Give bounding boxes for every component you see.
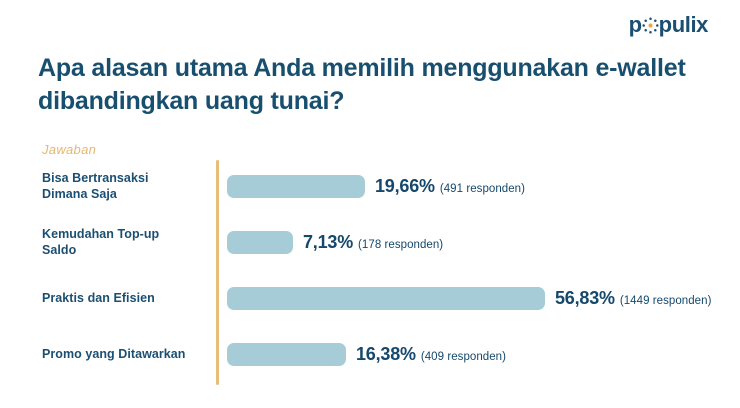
bar-row-label-line1: Promo yang Ditawarkan [42, 347, 186, 361]
bar-value-group: 16,38% (409 responden) [356, 344, 506, 365]
bar-row-label-line2: Saldo [42, 243, 77, 257]
bar-row-label: Praktis dan Efisien [42, 290, 210, 306]
bar-row: Bisa Bertransaksi Dimana Saja 19,66% (49… [0, 158, 740, 214]
bar-and-value: 7,13% (178 responden) [227, 230, 443, 254]
bar-value-group: 56,83% (1449 responden) [555, 288, 711, 309]
bar-percent-label: 19,66% [375, 175, 435, 196]
logo-text-left: p [628, 12, 642, 37]
bar-row: Praktis dan Efisien 56,83% (1449 respond… [0, 270, 740, 326]
bar-respondent-label: (491 responden) [439, 182, 526, 195]
populix-dot-ring-icon [642, 16, 659, 34]
bar-chart: Bisa Bertransaksi Dimana Saja 19,66% (49… [0, 158, 740, 386]
bar-fill [227, 230, 293, 254]
bar-fill [227, 342, 346, 366]
bar-row: Kemudahan Top-up Saldo 7,13% (178 respon… [0, 214, 740, 270]
page-title: Apa alasan utama Anda memilih menggunaka… [38, 54, 686, 115]
bar-row-label-line1: Praktis dan Efisien [42, 291, 155, 305]
bar-respondent-label: (1449 responden) [619, 294, 712, 307]
logo-text-right: pulix [658, 12, 709, 37]
bar-and-value: 19,66% (491 responden) [227, 174, 525, 198]
bar-percent-label: 56,83% [555, 287, 615, 308]
bar-and-value: 56,83% (1449 responden) [227, 286, 711, 310]
bar-fill [227, 174, 365, 198]
bar-row: Promo yang Ditawarkan 16,38% (409 respon… [0, 326, 740, 382]
bar-respondent-label: (178 responden) [358, 238, 444, 251]
bar-percent-label: 16,38% [356, 343, 416, 364]
chart-axis-line [216, 160, 219, 385]
bar-percent-label: 7,13% [303, 231, 354, 252]
bar-fill [227, 286, 545, 310]
bar-respondent-label: (409 responden) [420, 350, 507, 363]
populix-logo: p pulix [628, 12, 709, 37]
bar-row-label-line1: Kemudahan Top-up [42, 227, 160, 241]
bar-value-group: 7,13% (178 responden) [303, 232, 443, 253]
bar-value-group: 19,66% (491 responden) [375, 176, 525, 197]
bar-and-value: 16,38% (409 responden) [227, 342, 506, 366]
bar-rows: Bisa Bertransaksi Dimana Saja 19,66% (49… [0, 158, 740, 382]
bar-row-label-line1: Bisa Bertransaksi [42, 171, 149, 185]
bar-row-label: Kemudahan Top-up Saldo [42, 226, 210, 258]
bar-row-label: Promo yang Ditawarkan [42, 346, 210, 362]
answer-axis-label: Jawaban [42, 142, 97, 157]
bar-row-label-line2: Dimana Saja [42, 187, 117, 201]
bar-row-label: Bisa Bertransaksi Dimana Saja [42, 170, 210, 202]
